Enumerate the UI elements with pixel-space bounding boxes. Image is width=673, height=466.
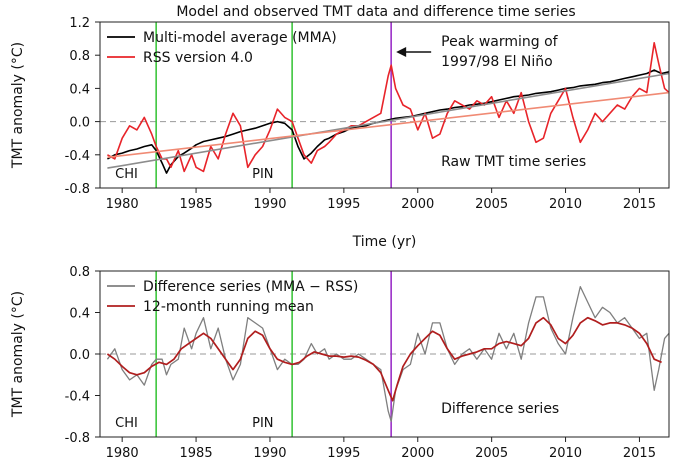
y-tick-label: 0.4 xyxy=(69,82,90,97)
x-tick-label: 2005 xyxy=(475,446,508,461)
legend-label-running-mean: 12-month running mean xyxy=(143,299,314,315)
top-panel-label: Raw TMT time series xyxy=(441,154,586,170)
legend-label-rss: RSS version 4.0 xyxy=(143,50,253,66)
rss-trend-line xyxy=(107,91,670,159)
top-pin-label: PIN xyxy=(252,167,273,182)
legend-label-mma: Multi-model average (MMA) xyxy=(143,30,337,46)
top-legend: Multi-model average (MMA) RSS version 4.… xyxy=(107,30,337,66)
bottom-legend: Difference series (MMA − RSS) 12-month r… xyxy=(107,279,358,315)
top-chi-label: CHI xyxy=(115,167,138,182)
top-panel: 1980 1985 1990 1995 2000 2005 2010 2015 -0.8-0.… xyxy=(10,16,670,250)
annotation-arrow xyxy=(396,47,432,57)
top-y-ticks: -0.8 -0.4 0.0 0.4 0.8 1.2 xyxy=(65,16,100,197)
top-x-ticks: 1980 1985 1990 1995 2000 2005 2010 2015 xyxy=(106,188,656,212)
rss-series-line xyxy=(107,41,670,173)
top-plot-frame xyxy=(99,21,670,189)
x-tick-label: 2010 xyxy=(549,197,582,212)
x-tick-label: 1985 xyxy=(180,446,213,461)
x-tick-label: 2015 xyxy=(623,197,656,212)
x-tick-label: 1980 xyxy=(106,197,139,212)
peak-warming-annotation-line1: Peak warming of xyxy=(441,34,559,50)
y-tick-label: 0.0 xyxy=(69,348,90,363)
bottom-chi-label: CHI xyxy=(115,416,138,431)
bottom-panel-label: Difference series xyxy=(441,401,559,417)
x-tick-label: 2005 xyxy=(475,197,508,212)
x-tick-label: 1980 xyxy=(106,446,139,461)
y-tick-label: 0.4 xyxy=(69,307,90,322)
x-tick-label: 1990 xyxy=(253,197,286,212)
bottom-pin-label: PIN xyxy=(252,416,273,431)
legend-label-difference: Difference series (MMA − RSS) xyxy=(143,279,358,295)
x-tick-label: 2015 xyxy=(623,446,656,461)
y-tick-label: -0.8 xyxy=(65,182,90,197)
bottom-event-lines xyxy=(155,271,392,437)
y-tick-label: 0.8 xyxy=(69,265,90,280)
top-x-axis-label: Time (yr) xyxy=(352,234,417,250)
top-series xyxy=(107,41,670,174)
x-tick-label: 1995 xyxy=(327,197,360,212)
bottom-series xyxy=(106,285,670,423)
running-mean-line xyxy=(106,316,662,402)
x-tick-label: 1995 xyxy=(327,446,360,461)
y-tick-label: -0.4 xyxy=(65,390,90,405)
y-tick-label: 1.2 xyxy=(69,16,90,31)
x-tick-label: 2010 xyxy=(549,446,582,461)
mma-trend-line xyxy=(107,72,670,169)
figure-title: Model and observed TMT data and differen… xyxy=(176,4,575,20)
bottom-x-ticks: 1980 1985 1990 1995 2000 2005 2010 2015 xyxy=(106,437,656,461)
y-tick-label: 0.0 xyxy=(69,116,90,131)
difference-series-line xyxy=(106,285,670,423)
bottom-y-ticks: -0.8 -0.4 0.0 0.4 0.8 xyxy=(65,265,100,446)
x-tick-label: 1985 xyxy=(180,197,213,212)
bottom-y-axis-label: TMT anomaly (°C) xyxy=(10,291,26,418)
x-tick-label: 2000 xyxy=(401,197,434,212)
top-event-lines xyxy=(155,22,392,188)
y-tick-label: -0.8 xyxy=(65,431,90,446)
bottom-panel: 1980 1985 1990 1995 2000 2005 2010 2015 -0.8-0.… xyxy=(10,265,670,461)
y-tick-label: -0.4 xyxy=(65,149,90,164)
x-tick-label: 2000 xyxy=(401,446,434,461)
peak-warming-annotation-line2: 1997/98 El Niño xyxy=(441,54,553,70)
x-tick-label: 1990 xyxy=(253,446,286,461)
top-y-axis-label: TMT anomaly (°C) xyxy=(10,42,26,169)
y-tick-label: 0.8 xyxy=(69,49,90,64)
